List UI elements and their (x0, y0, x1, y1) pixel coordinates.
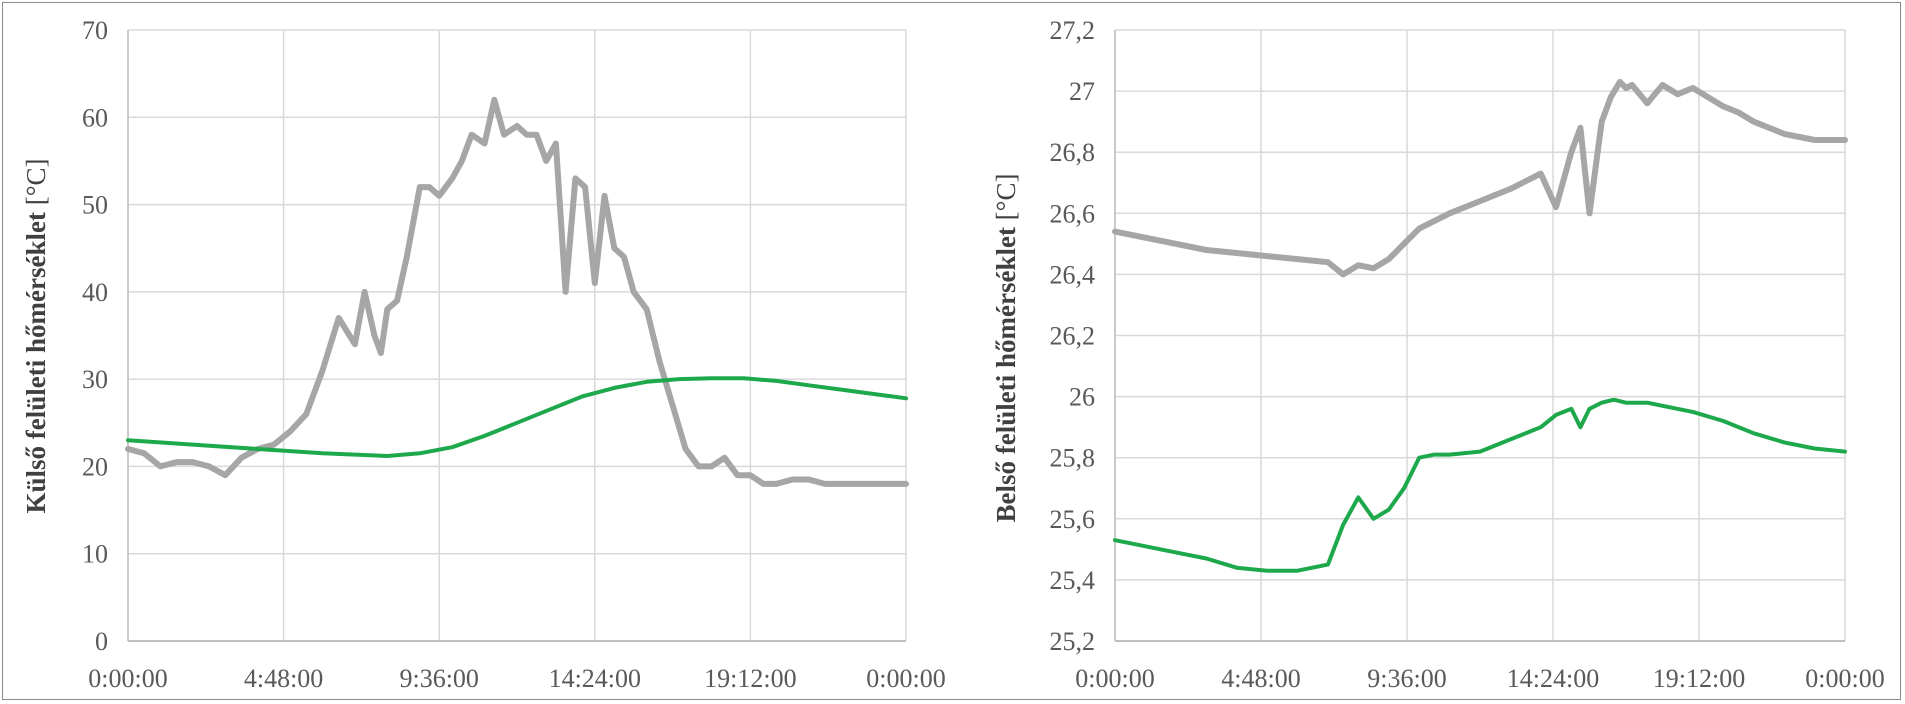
y-tick-label: 30 (82, 365, 108, 394)
y-axis-label-text: Belső felületi hőmérséklet (991, 220, 1021, 522)
series-line-gray (1112, 78, 1848, 278)
y-axis-label: Külső felületi hőmérséklet [°C] (21, 158, 51, 513)
x-tick-label: 14:24:00 (1507, 664, 1599, 693)
y-axis-label-text: Külső felületi hőmérséklet (21, 205, 51, 513)
y-tick-label: 25,2 (1050, 627, 1096, 656)
y-axis-label: Belső felületi hőmérséklet [°C] (991, 174, 1021, 523)
x-tick-label: 0:00:00 (866, 664, 945, 693)
y-tick-label: 40 (82, 278, 108, 307)
series-line-gray (125, 96, 909, 487)
y-tick-label: 60 (82, 103, 108, 132)
chart-2: 25,2 25,4 25,6 25,8 26 26,2 26,4 26,6 26,8 27 27,2… (991, 16, 1885, 693)
series-line-green (126, 376, 908, 458)
x-tick-label: 4:48:00 (244, 664, 323, 693)
y-tick-label: 50 (82, 191, 108, 220)
x-tick-label: 0:00:00 (88, 664, 167, 693)
y-tick-label: 25,8 (1050, 444, 1096, 473)
x-tick-label: 14:24:00 (549, 664, 641, 693)
y-axis-unit: [°C] (991, 174, 1021, 221)
y-tick-label: 26,2 (1050, 322, 1096, 351)
x-tick-label: 0:00:00 (1075, 664, 1154, 693)
y-tick-label: 10 (82, 540, 108, 569)
y-tick-label: 0 (95, 627, 108, 656)
y-tick-label: 26,6 (1050, 199, 1096, 228)
y-tick-label: 27,2 (1050, 16, 1096, 45)
x-tick-label: 4:48:00 (1221, 664, 1300, 693)
y-tick-label: 26,4 (1050, 260, 1096, 289)
x-tick-label: 19:12:00 (704, 664, 796, 693)
x-tick-label: 9:36:00 (399, 664, 478, 693)
x-tick-label: 0:00:00 (1805, 664, 1884, 693)
y-tick-label: 27 (1069, 77, 1095, 106)
y-tick-label: 26 (1069, 383, 1095, 412)
y-tick-label: 20 (82, 452, 108, 481)
chart-1: 0 10 20 30 40 50 60 70 0:00:00 4:48:00 9:36:00 14:2… (21, 16, 946, 693)
x-tick-label: 19:12:00 (1653, 664, 1745, 693)
y-tick-label: 26,8 (1050, 138, 1096, 167)
y-tick-label: 70 (82, 16, 108, 45)
y-tick-label: 25,6 (1050, 505, 1096, 534)
y-axis-unit: [°C] (21, 158, 51, 205)
series-line-green (1113, 397, 1847, 573)
y-tick-label: 25,4 (1050, 566, 1096, 595)
x-tick-label: 9:36:00 (1367, 664, 1446, 693)
